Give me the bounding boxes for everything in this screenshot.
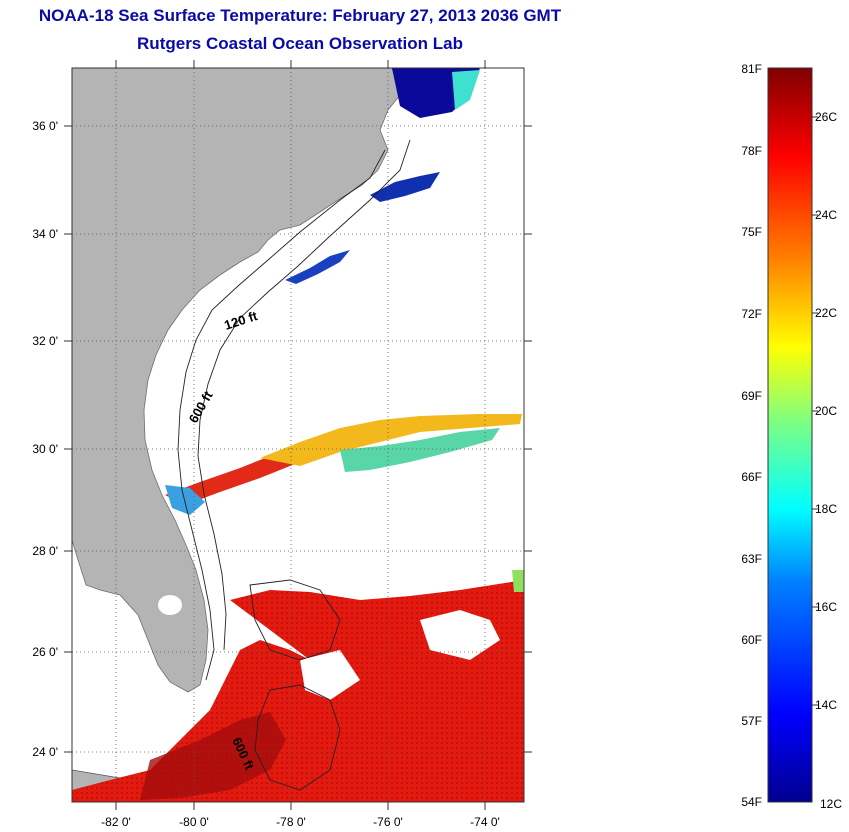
- sst-south-dark-warm: [140, 712, 286, 800]
- colorbar-c-26: 26C: [815, 110, 837, 124]
- lat-label-36: 36 0': [32, 119, 58, 133]
- lat-label-28: 28 0': [32, 544, 58, 558]
- colorbar-f-63: 63F: [741, 552, 762, 566]
- colorbar-f-60: 60F: [741, 633, 762, 647]
- map-ticks: [64, 60, 532, 810]
- colorbar-f-66: 66F: [741, 470, 762, 484]
- sst-coastal-cold-patches-2: [285, 250, 350, 284]
- contour-bahamas: [249, 579, 341, 661]
- lat-label-32: 32 0': [32, 334, 58, 348]
- colorbar-f-72: 72F: [741, 307, 762, 321]
- cloud-gap-1: [420, 610, 500, 660]
- lon-label-78: -78 0': [276, 815, 306, 829]
- colorbar-c-20: 20C: [815, 404, 837, 418]
- colorbar-c-18: 18C: [815, 502, 837, 516]
- colorbar-f-78: 78F: [741, 144, 762, 158]
- map-frame: [71, 67, 525, 803]
- colorbar-ticks: [812, 116, 818, 706]
- colorbar-f-57: 57F: [741, 714, 762, 728]
- colorbar-f-54: 54F: [741, 795, 762, 809]
- colorbar-c-24: 24C: [815, 208, 837, 222]
- lon-label-82: -82 0': [101, 815, 131, 829]
- sst-east-edge-green: [512, 570, 524, 592]
- contour-bahamas-south: [254, 684, 341, 791]
- colorbar: [767, 67, 813, 803]
- map-content: [72, 68, 524, 802]
- lon-label-80: -80 0': [179, 815, 209, 829]
- map-subtitle: Rutgers Coastal Ocean Observation Lab: [137, 34, 463, 53]
- map-title: NOAA-18 Sea Surface Temperature: Februar…: [38, 6, 562, 25]
- land-us-southeast: [72, 68, 401, 693]
- colorbar-c-16: 16C: [815, 600, 837, 614]
- colorbar-f-81: 81F: [741, 62, 762, 76]
- colorbar-c-12: 12C: [820, 797, 842, 811]
- contour-120ft: [177, 149, 386, 681]
- colorbar-f-75: 75F: [741, 225, 762, 239]
- cloud-gap-2: [300, 650, 360, 700]
- colorbar-c-22: 22C: [815, 306, 837, 320]
- sst-florida-coast-cool: [165, 485, 205, 515]
- sst-gulfstream-mixed: [260, 414, 522, 466]
- map-grid: [72, 68, 524, 802]
- lat-label-24: 24 0': [32, 745, 58, 759]
- sst-swath-north-warm-edge: [452, 70, 480, 110]
- sst-cyan-band: [340, 428, 500, 472]
- lat-label-30: 30 0': [32, 442, 58, 456]
- lon-label-74: -74 0': [470, 815, 500, 829]
- lon-label-76: -76 0': [373, 815, 403, 829]
- lake-okeechobee: [158, 595, 182, 615]
- sst-coastal-cold-patches: [370, 172, 440, 202]
- colorbar-c-14: 14C: [815, 698, 837, 712]
- lat-label-34: 34 0': [32, 227, 58, 241]
- contour-600ft: [197, 139, 411, 651]
- colorbar-f-69: 69F: [741, 389, 762, 403]
- lat-label-26: 26 0': [32, 645, 58, 659]
